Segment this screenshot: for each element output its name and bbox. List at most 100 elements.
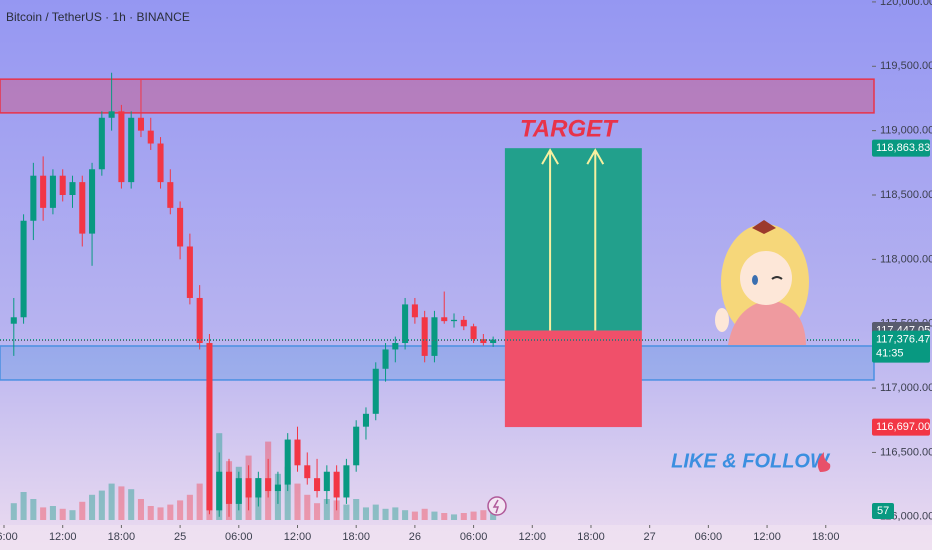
candle-body xyxy=(225,471,233,504)
candle-body xyxy=(265,478,272,492)
x-tick-label: 12:00 xyxy=(753,531,781,543)
candle-body xyxy=(235,478,242,504)
candle-body xyxy=(10,317,17,324)
x-tick-label: 12:00 xyxy=(519,531,547,543)
target-arrow xyxy=(541,148,559,331)
candle-body xyxy=(392,343,399,350)
candle-body xyxy=(255,478,262,498)
volume-bar xyxy=(69,510,76,520)
x-tick-label: 18:00 xyxy=(108,531,136,543)
candle-body xyxy=(421,317,428,356)
volume-bar xyxy=(402,510,409,520)
volume-bar xyxy=(470,511,477,520)
volume-bar xyxy=(490,512,497,520)
volume-bar xyxy=(186,494,193,520)
candle-body xyxy=(49,175,56,208)
candle-body xyxy=(98,117,105,170)
candle-body xyxy=(362,413,370,427)
candle-body xyxy=(147,130,154,144)
volume-bar xyxy=(98,490,105,520)
candle-body xyxy=(323,471,330,492)
volume-bar xyxy=(137,499,145,520)
last-price-label: 117,376.47 xyxy=(876,334,930,346)
alert-icon[interactable] xyxy=(487,496,507,516)
volume-bar xyxy=(362,507,370,520)
volume-bar xyxy=(323,499,330,520)
x-tick-label: 25 xyxy=(174,531,186,543)
candle-body xyxy=(480,339,487,344)
candle-body xyxy=(30,175,37,221)
candle-body xyxy=(245,478,252,498)
stop-badge-label: 116,697.00 xyxy=(876,421,930,433)
candle-body xyxy=(411,304,418,318)
volume-bar xyxy=(353,499,360,520)
candle-body xyxy=(470,326,477,340)
x-tick-label: 26 xyxy=(409,531,421,543)
candle-body xyxy=(431,317,438,356)
candle-body xyxy=(108,111,115,118)
candle-body xyxy=(402,304,409,344)
candle-body xyxy=(284,439,291,485)
stop-badge xyxy=(872,418,930,436)
candle-body xyxy=(196,297,203,344)
x-tick-label: 12:00 xyxy=(49,531,77,543)
candle-body xyxy=(490,339,497,344)
x-tick-label: 18:00 xyxy=(812,531,840,543)
candle-body xyxy=(157,143,164,183)
volume-bar xyxy=(343,504,350,520)
volume-bar xyxy=(196,483,203,520)
candle-body xyxy=(274,484,281,492)
volume-bar xyxy=(392,507,399,520)
x-tick-label: 18:00 xyxy=(342,531,370,543)
candle-body xyxy=(333,471,340,498)
target-arrow xyxy=(586,148,605,331)
volume-bar xyxy=(89,494,96,520)
volume-bar xyxy=(284,466,291,520)
volume-bar xyxy=(480,510,487,520)
volume-bar xyxy=(118,486,125,520)
x-tick-label: 18:00 xyxy=(577,531,605,543)
volume-bar xyxy=(59,508,66,520)
target-badge xyxy=(872,139,930,157)
candle-body xyxy=(128,117,135,183)
volume-bar xyxy=(431,511,438,520)
position-profit xyxy=(504,148,642,331)
volume-bar xyxy=(441,513,448,520)
candle-body xyxy=(69,182,76,195)
candle-body xyxy=(382,349,389,369)
volume-bar xyxy=(294,483,301,520)
x-tick-label: 06:00 xyxy=(460,531,488,543)
y-tick-label: 118,500.00 xyxy=(880,189,932,201)
candle-body xyxy=(137,117,145,131)
candle-body xyxy=(167,182,174,208)
candle-body xyxy=(186,246,193,298)
candle-body xyxy=(177,207,184,247)
position-loss xyxy=(504,330,642,428)
candle-body xyxy=(314,478,321,492)
target-badge-label: 118,863.83 xyxy=(876,142,930,154)
volume-badge-label: 57 xyxy=(877,505,889,517)
volume-bar xyxy=(30,499,37,520)
like-follow-annotation: LIKE & FOLLOW xyxy=(671,450,831,472)
volume-bar xyxy=(128,489,135,520)
volume-bar xyxy=(157,507,164,520)
y-tick-label: 119,500.00 xyxy=(880,60,932,72)
y-tick-label: 119,000.00 xyxy=(880,125,932,137)
candle-body xyxy=(294,439,301,466)
candle-body xyxy=(343,465,350,498)
candle-body xyxy=(89,169,96,234)
candle-body xyxy=(118,111,125,183)
volume-bar xyxy=(177,500,184,520)
y-tick-label: 116,500.00 xyxy=(880,446,932,458)
volume-bar xyxy=(147,506,154,520)
candle-body xyxy=(59,175,66,195)
volume-bar xyxy=(304,494,311,520)
time-axis-strip xyxy=(0,525,932,550)
volume-badge xyxy=(872,503,894,519)
x-tick-label: 06:00 xyxy=(695,531,723,543)
volume-bar xyxy=(450,514,458,520)
volume-bar xyxy=(372,504,379,520)
y-tick-label: 120,000.00 xyxy=(880,0,932,8)
candle-body xyxy=(304,465,311,479)
